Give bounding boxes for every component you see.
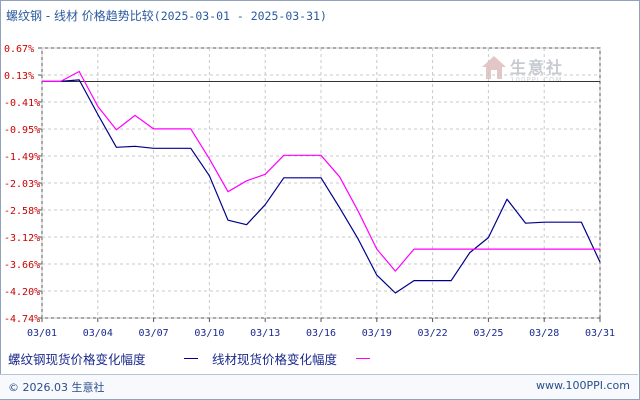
title-date-range: (2025-03-01 - 2025-03-31) <box>153 9 327 23</box>
legend-label-wire: 线材现货价格变化幅度 <box>212 352 338 367</box>
series-line-wire <box>42 70 600 272</box>
y-tick-label: -1.49% <box>4 152 40 163</box>
chart-title: 螺纹钢 - 线材 价格趋势比较(2025-03-01 - 2025-03-31) <box>6 7 327 24</box>
footer-copyright: © 2026.03 生意社 <box>8 381 105 394</box>
logo-brand: 生意社 <box>510 58 565 77</box>
y-tick-label: -2.58% <box>4 206 40 217</box>
x-tick-label: 03/01 <box>27 328 57 339</box>
y-tick-label: 0.67% <box>4 44 34 55</box>
x-tick-label: 03/16 <box>306 328 336 339</box>
x-tick-label: 03/04 <box>83 328 113 339</box>
legend-swatch-rebar <box>184 358 198 359</box>
x-tick-label: 03/19 <box>362 328 392 339</box>
x-tick-label: 03/31 <box>585 328 615 339</box>
legend-swatch-wire <box>356 358 370 359</box>
x-tick-label: 03/07 <box>139 328 169 339</box>
y-tick-label: -4.74% <box>4 314 40 325</box>
y-tick-label: -3.66% <box>4 260 40 271</box>
footer-bar: © 2026.03 生意社 www.100PPI.com <box>0 374 638 399</box>
y-tick-label: -3.12% <box>4 233 40 244</box>
y-tick-label: -0.95% <box>4 125 40 136</box>
legend-label-rebar: 螺纹钢现货价格变化幅度 <box>8 352 146 367</box>
y-tick-label: -2.03% <box>4 179 40 190</box>
title-text: 螺纹钢 - 线材 价格趋势比较 <box>6 9 154 23</box>
logo-subtext: 100PPI.COM <box>510 76 563 84</box>
x-tick-label: 03/25 <box>473 328 503 339</box>
y-tick-label: -0.41% <box>4 98 40 109</box>
y-tick-label: 0.13% <box>4 71 34 82</box>
x-tick-label: 03/13 <box>250 328 280 339</box>
x-tick-label: 03/10 <box>194 328 224 339</box>
x-tick-label: 03/28 <box>529 328 559 339</box>
series-line-rebar <box>42 79 601 294</box>
footer-site-link[interactable]: www.100PPI.com <box>536 379 630 392</box>
x-tick-label: 03/22 <box>418 328 448 339</box>
y-tick-label: -4.20% <box>4 287 40 298</box>
